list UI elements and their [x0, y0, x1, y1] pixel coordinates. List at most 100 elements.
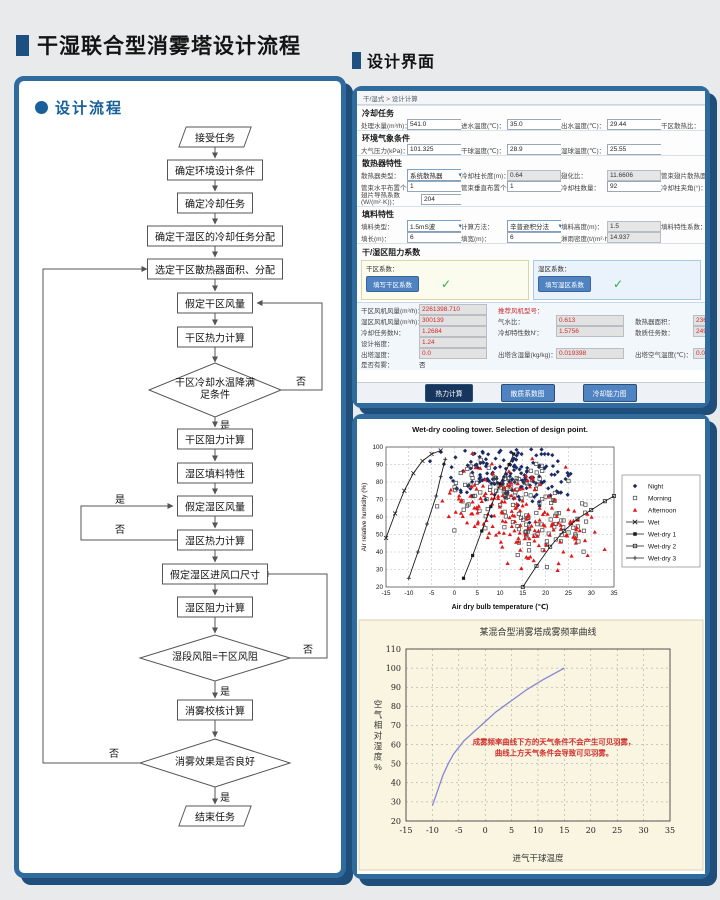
- curve-wet-dry-3: [406, 457, 448, 581]
- flow-node-15: 湿段风阻=干区风阻: [172, 652, 258, 663]
- title-bullet-icon: [16, 34, 29, 56]
- flow-node-1: 接受任务: [178, 126, 252, 148]
- field-label: 淋雨密度(t/(m²·h))：: [561, 235, 607, 243]
- form-field: 干球温度(℃)：: [461, 144, 561, 155]
- form-field: 管束垂直布置个数：: [461, 181, 561, 192]
- svg-text:100: 100: [372, 444, 383, 451]
- result-value: 0.0: [419, 348, 487, 360]
- result-value: 2365.54: [693, 315, 705, 327]
- fill-wet-coeff-button[interactable]: 填写湿区系数: [538, 276, 591, 293]
- field-input[interactable]: [407, 119, 461, 130]
- form-field: 计算方法： 辛普逊积分法 ▾: [461, 220, 561, 233]
- svg-text:Morning: Morning: [648, 495, 672, 502]
- form-section-title: 环境气象条件: [357, 130, 705, 144]
- field-input[interactable]: [421, 193, 461, 205]
- field-select[interactable]: 1.5mS波 ▾: [407, 220, 461, 233]
- field-select[interactable]: 系统散热器 ▾: [407, 169, 461, 181]
- svg-text:Afternoon: Afternoon: [648, 507, 677, 514]
- svg-text:5: 5: [509, 826, 514, 835]
- edge-label-no: 否: [296, 377, 306, 388]
- form-field: 冷却柱夹角(°)：: [661, 182, 705, 192]
- field-label: 填宽(m)：: [461, 235, 491, 243]
- form-section-title: 冷却任务: [357, 105, 705, 119]
- result-value: 1.24: [419, 337, 487, 349]
- result-field: 推荐风机型号：: [498, 305, 635, 315]
- form-section-title: 填料特性: [357, 206, 705, 221]
- field-readonly: 1.5: [607, 220, 661, 232]
- form-field: 管束翅片散热面积(m²：: [661, 170, 705, 180]
- form-field: 填料高度(m)： 1.5: [561, 220, 661, 232]
- form-field: 填料类型： 1.5mS波 ▾: [361, 220, 461, 233]
- form-field: 进水温度(℃)：: [461, 119, 561, 130]
- field-label: 处理水量(m³/h)：: [361, 122, 407, 130]
- fill-dry-coeff-button[interactable]: 填写干区系数: [366, 276, 419, 293]
- design-flow-panel: 设计流程 是 是 是 否 否 否 是 否 接受任务 确定环境设计条件 确定冷却任务确…: [14, 76, 346, 878]
- flow-node-7: 干区热力计算: [177, 326, 253, 348]
- field-select[interactable]: 辛普逊积分法 ▾: [507, 220, 561, 233]
- svg-text:-15: -15: [400, 826, 413, 835]
- result-value: 2261398.710: [419, 304, 487, 316]
- result-field: 散质任务数： 2494.7079: [635, 326, 705, 338]
- svg-text:Wet-dry 2: Wet-dry 2: [648, 543, 676, 550]
- svg-text:进气干球温度: 进气干球温度: [512, 853, 564, 863]
- result-label: 出塔湿度：: [361, 351, 394, 359]
- chevron-down-icon: ▾: [458, 223, 461, 231]
- flow-node-13: 假定湿区进风口尺寸: [162, 563, 268, 585]
- result-field: 冷却任务数N： 1.2684: [361, 326, 498, 338]
- wet-coeff-label: 湿区系数：: [538, 266, 571, 274]
- field-label: 填料高度(m)：: [561, 224, 604, 232]
- svg-text:某混合型消雾塔成雾频率曲线: 某混合型消雾塔成雾频率曲线: [479, 626, 596, 637]
- form-footer-bar: 热力计算 散质系数图 冷却能力图: [357, 382, 705, 403]
- thermal-calc-button[interactable]: 热力计算: [425, 384, 473, 402]
- svg-text:20: 20: [586, 826, 596, 835]
- form-row: 翅片导热系数(W/(m²·K))：: [357, 192, 705, 207]
- flow-node-2: 确定环境设计条件: [167, 159, 263, 181]
- svg-text:0: 0: [453, 590, 457, 597]
- chart-output-button[interactable]: 冷却能力图: [582, 384, 637, 402]
- field-input[interactable]: [407, 181, 461, 192]
- chevron-down-icon: ▾: [458, 172, 461, 179]
- field-label: 散热器类型：: [361, 173, 400, 180]
- svg-text:-10: -10: [426, 826, 439, 835]
- field-input[interactable]: [507, 119, 561, 130]
- chart-output-button[interactable]: 散质系数图: [500, 384, 555, 402]
- svg-text:-15: -15: [381, 590, 391, 597]
- field-input[interactable]: [607, 181, 661, 192]
- form-field: 填长(m)：: [361, 232, 461, 244]
- svg-text:80: 80: [376, 479, 384, 486]
- field-input[interactable]: [407, 232, 461, 244]
- result-field: 出塔含湿量(kg/kg)： 0.019398: [498, 348, 635, 360]
- form-field: 大气压力(kPa)：: [361, 144, 461, 155]
- field-label: 干区散热比：: [661, 122, 700, 130]
- svg-text:Night: Night: [648, 483, 663, 490]
- field-readonly: 11.6606: [607, 169, 661, 181]
- field-label: 翅片导热系数(W/(m²·K))：: [361, 192, 400, 207]
- field-input[interactable]: [607, 119, 661, 130]
- field-input[interactable]: [507, 232, 561, 244]
- form-row: 填长(m)： 填宽(m)： 淋雨密度(t/(m²·h))：14.937: [357, 232, 705, 244]
- svg-text:40: 40: [376, 549, 384, 556]
- field-label: 干球温度(℃)：: [461, 147, 506, 155]
- curve-wet: [383, 448, 444, 541]
- edge-label-yes: 是: [220, 793, 230, 804]
- svg-text:30: 30: [639, 826, 649, 835]
- fog-frequency-curve: [431, 667, 565, 806]
- field-label: 翅化比：: [561, 173, 587, 180]
- form-row: 管束水平布置个数： 管束垂直布置个数： 冷却柱数量： 冷却柱夹角(°)：: [357, 181, 705, 192]
- form-field: 填宽(m)：: [461, 232, 561, 244]
- svg-text:20: 20: [391, 817, 401, 826]
- page-title-text: 干湿联合型消雾塔设计流程: [37, 35, 301, 58]
- field-input[interactable]: [607, 144, 661, 155]
- form-field: 管束水平布置个数：: [361, 181, 461, 192]
- field-input[interactable]: [407, 144, 461, 155]
- result-row: 出塔湿度： 0.0 出塔含湿量(kg/kg)： 0.019398 出塔空气温度(℃)： 0…: [357, 348, 705, 360]
- svg-text:15: 15: [559, 826, 569, 835]
- field-input[interactable]: [507, 144, 561, 155]
- page-title: 干湿联合型消雾塔设计流程: [16, 30, 301, 60]
- result-label: 推荐风机型号：: [498, 307, 544, 315]
- flow-node-18: 结束任务: [178, 805, 252, 827]
- result-row: 湿区风机风量(m³/h)：300139气水比：0.613散热器面积：2365.5…: [357, 315, 705, 327]
- field-label: 出水温度(℃)：: [561, 122, 606, 130]
- field-input[interactable]: [507, 181, 561, 192]
- form-section-title: 散热器特性: [357, 155, 705, 169]
